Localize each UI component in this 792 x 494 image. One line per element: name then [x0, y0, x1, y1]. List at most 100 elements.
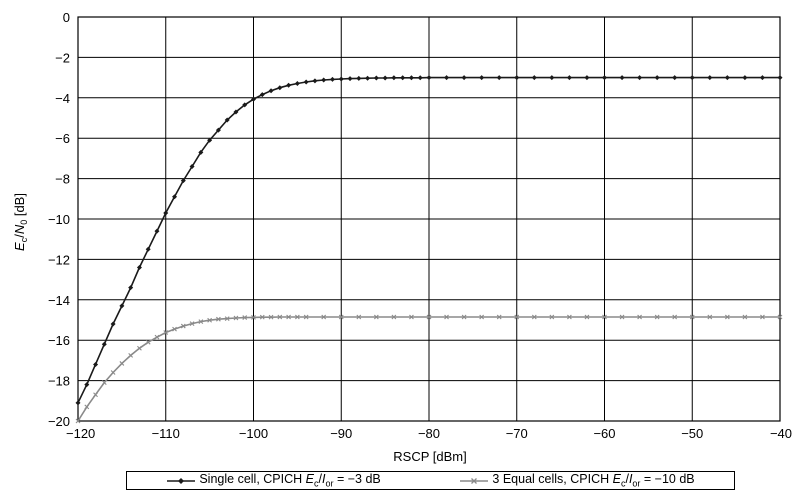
data-point — [242, 315, 248, 320]
data-point — [93, 392, 98, 398]
data-point — [479, 314, 485, 320]
data-point — [479, 75, 485, 81]
data-point — [760, 314, 765, 320]
data-point — [514, 314, 520, 320]
data-point — [136, 264, 142, 270]
data-point — [145, 246, 151, 252]
data-point — [549, 314, 555, 320]
data-point — [619, 75, 625, 81]
data-point — [619, 314, 625, 320]
legend: Single cell, CPICH Ec/Ior = −3 dB 3 Equa… — [126, 471, 735, 490]
data-point — [163, 210, 169, 216]
y-tick-label: −6 — [55, 131, 70, 146]
x-tick-label: −90 — [330, 426, 352, 441]
data-point — [400, 75, 406, 81]
y-tick-label: −2 — [55, 50, 70, 65]
data-point — [189, 321, 195, 327]
data-point — [84, 382, 90, 388]
x-tick-label: −100 — [239, 426, 268, 441]
data-point — [329, 76, 335, 82]
data-point — [637, 314, 642, 320]
data-point — [294, 80, 300, 86]
y-tick-label: −14 — [48, 293, 70, 308]
data-point — [84, 404, 90, 410]
y-tick-label: −18 — [48, 374, 70, 389]
data-point — [637, 75, 643, 81]
data-point — [277, 85, 283, 91]
data-point — [338, 314, 344, 320]
data-point — [382, 75, 388, 81]
legend-label-three-cells: 3 Equal cells, CPICH Ec/Ior = −10 dB — [492, 472, 695, 489]
x-tick-labels: −120 −110 −100 −90 −80 −70 −60 −50 −40 — [66, 426, 792, 441]
data-point — [689, 314, 695, 320]
y-tick-label: −20 — [48, 414, 70, 429]
data-point — [759, 75, 765, 81]
data-point — [602, 75, 607, 81]
data-point — [75, 418, 81, 424]
data-point — [373, 75, 379, 81]
data-point — [742, 314, 748, 320]
data-point — [172, 194, 178, 200]
data-point — [707, 314, 713, 320]
data-point — [391, 314, 397, 320]
y-tick-labels: 0 −2 −4 −6 −8 −10 −12 −14 −16 −18 −20 — [48, 10, 70, 429]
data-point — [233, 109, 239, 115]
legend-swatch-single-cell — [167, 477, 196, 484]
data-point — [312, 78, 318, 84]
data-point — [531, 75, 537, 81]
legend-swatch-three-cells — [460, 477, 489, 484]
data-point — [259, 92, 265, 98]
data-point — [207, 317, 213, 323]
data-point — [294, 314, 300, 320]
data-point — [137, 345, 142, 351]
data-point — [216, 316, 221, 322]
data-point — [356, 75, 362, 81]
plot-frame — [77, 16, 781, 422]
y-tick-label: 0 — [63, 10, 70, 25]
data-point — [172, 326, 177, 332]
data-point — [742, 75, 748, 81]
data-point — [461, 314, 467, 320]
data-point — [101, 341, 107, 347]
data-point — [224, 316, 230, 321]
data-point — [689, 75, 695, 81]
data-point — [101, 380, 107, 386]
data-point — [777, 75, 783, 81]
data-point — [602, 314, 607, 320]
data-point — [654, 75, 660, 81]
data-point — [672, 314, 678, 320]
x-tick-label: −120 — [66, 426, 95, 441]
data-point — [444, 314, 449, 320]
data-point — [154, 228, 160, 234]
data-point — [514, 75, 520, 81]
data-point — [145, 339, 151, 345]
data-point — [496, 75, 502, 81]
series-layer — [75, 75, 783, 424]
data-point — [198, 319, 204, 325]
data-point — [75, 400, 81, 406]
legend-label-single-cell: Single cell, CPICH Ec/Ior = −3 dB — [199, 472, 381, 489]
data-point — [391, 75, 397, 81]
data-point — [259, 314, 265, 320]
data-point — [549, 75, 555, 81]
data-point — [251, 96, 256, 102]
data-point — [277, 314, 283, 320]
data-point — [198, 149, 204, 155]
data-point — [584, 314, 590, 320]
data-point — [724, 314, 730, 320]
x-tick-label: −60 — [593, 426, 615, 441]
data-point — [242, 102, 248, 108]
data-point — [128, 352, 134, 358]
data-point — [268, 314, 274, 320]
data-point — [180, 323, 186, 329]
data-point — [531, 314, 537, 320]
x-axis-title: RSCP [dBm] — [393, 449, 466, 464]
data-point — [426, 314, 432, 320]
data-point — [303, 79, 309, 85]
data-point — [251, 314, 256, 320]
x-tick-label: −50 — [681, 426, 703, 441]
data-point — [303, 314, 309, 320]
data-point — [444, 75, 450, 81]
y-tick-label: −8 — [55, 172, 70, 187]
